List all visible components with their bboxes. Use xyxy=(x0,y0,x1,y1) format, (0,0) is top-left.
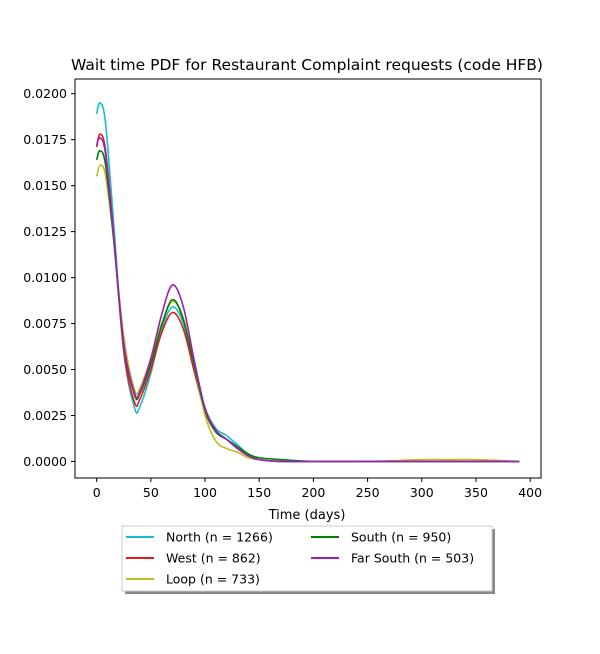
y-tick-label: 0.0000 xyxy=(23,454,67,469)
series-line xyxy=(95,102,520,463)
series-line xyxy=(95,149,520,463)
x-axis-label: Time (days) xyxy=(268,508,346,523)
series-line xyxy=(95,133,520,463)
legend-entry: South (n = 950) xyxy=(351,530,451,545)
y-tick-label: 0.0050 xyxy=(23,362,67,377)
x-tick-label: 200 xyxy=(301,485,325,500)
y-tick-label: 0.0025 xyxy=(23,408,67,423)
legend-entry: Loop (n = 733) xyxy=(166,572,260,587)
series-line xyxy=(95,136,520,463)
series-lines xyxy=(95,102,520,463)
x-tick-label: 150 xyxy=(247,485,271,500)
y-tick-label: 0.0150 xyxy=(23,178,67,193)
series-line xyxy=(95,164,520,463)
x-tick-label: 300 xyxy=(410,485,434,500)
legend: North (n = 1266) West (n = 862) Loop (n = … xyxy=(121,525,495,594)
x-tick-label: 50 xyxy=(143,485,159,500)
x-tick-label: 100 xyxy=(193,485,217,500)
legend-box xyxy=(121,525,493,592)
y-tick-label: 0.0075 xyxy=(23,316,67,331)
y-tick-label: 0.0175 xyxy=(23,132,67,147)
legend-entry: Far South (n = 503) xyxy=(351,551,474,566)
y-tick-label: 0.0125 xyxy=(23,224,67,239)
y-tick-label: 0.0200 xyxy=(23,86,67,101)
x-tick-label: 350 xyxy=(464,485,488,500)
y-tick-label: 0.0100 xyxy=(23,270,67,285)
x-tick-label: 250 xyxy=(356,485,380,500)
legend-entry: North (n = 1266) xyxy=(166,530,273,545)
x-tick-label: 400 xyxy=(518,485,542,500)
legend-entry: West (n = 862) xyxy=(166,551,261,566)
plot-frame xyxy=(74,78,542,479)
x-tick-label: 0 xyxy=(93,485,101,500)
axis-ticks: 0 50 100 150 200 250 300 350 400 0.0000 0.0025 0.00… xyxy=(23,86,542,500)
chart-title: Wait time PDF for Restaurant Complaint r… xyxy=(71,56,543,74)
